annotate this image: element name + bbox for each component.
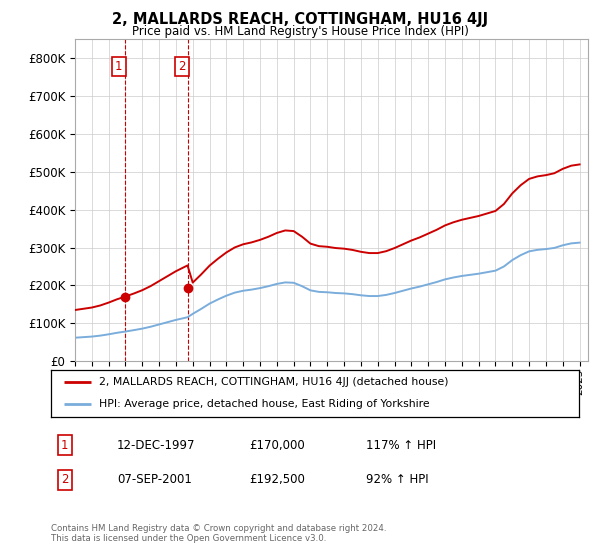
Text: 1: 1 [61,438,68,452]
Text: 2, MALLARDS REACH, COTTINGHAM, HU16 4JJ: 2, MALLARDS REACH, COTTINGHAM, HU16 4JJ [112,12,488,27]
Text: £192,500: £192,500 [249,473,305,487]
Text: Contains HM Land Registry data © Crown copyright and database right 2024.
This d: Contains HM Land Registry data © Crown c… [51,524,386,543]
Text: Price paid vs. HM Land Registry's House Price Index (HPI): Price paid vs. HM Land Registry's House … [131,25,469,38]
Text: 1: 1 [115,60,122,73]
Text: £170,000: £170,000 [249,438,305,452]
Text: 2: 2 [178,60,185,73]
Text: 2, MALLARDS REACH, COTTINGHAM, HU16 4JJ (detached house): 2, MALLARDS REACH, COTTINGHAM, HU16 4JJ … [98,377,448,388]
Text: 92% ↑ HPI: 92% ↑ HPI [366,473,428,487]
Text: 2: 2 [61,473,68,487]
Text: 117% ↑ HPI: 117% ↑ HPI [366,438,436,452]
Text: 12-DEC-1997: 12-DEC-1997 [117,438,196,452]
Text: 07-SEP-2001: 07-SEP-2001 [117,473,192,487]
Text: HPI: Average price, detached house, East Riding of Yorkshire: HPI: Average price, detached house, East… [98,399,429,409]
